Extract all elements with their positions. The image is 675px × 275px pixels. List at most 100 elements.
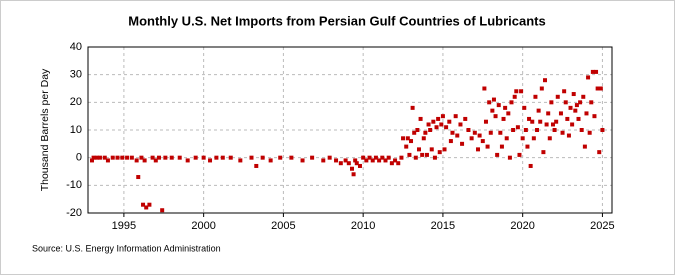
point xyxy=(353,158,358,163)
point xyxy=(498,130,503,135)
point xyxy=(579,128,584,132)
point xyxy=(448,139,453,144)
point xyxy=(525,144,530,149)
point xyxy=(361,155,366,160)
point xyxy=(512,94,517,99)
point xyxy=(490,108,495,113)
point xyxy=(533,94,538,99)
point xyxy=(444,125,449,130)
point xyxy=(565,116,570,121)
point xyxy=(153,158,158,163)
point xyxy=(600,128,605,132)
point xyxy=(91,155,96,160)
point xyxy=(469,136,474,141)
point xyxy=(570,122,575,127)
point xyxy=(592,114,597,119)
point xyxy=(129,155,134,160)
x-tick-label: 2020 xyxy=(510,220,534,232)
point xyxy=(463,116,468,121)
point xyxy=(539,86,544,91)
point xyxy=(519,89,524,94)
point xyxy=(589,100,594,105)
point xyxy=(437,150,442,155)
point xyxy=(418,116,423,121)
point xyxy=(338,161,343,166)
point xyxy=(214,155,219,160)
point xyxy=(590,69,595,74)
point xyxy=(574,103,579,108)
point xyxy=(436,116,441,121)
point xyxy=(460,141,465,146)
point xyxy=(424,152,429,157)
point xyxy=(549,100,554,105)
point xyxy=(543,78,548,83)
point xyxy=(405,136,410,141)
point xyxy=(249,155,254,160)
point xyxy=(393,158,398,163)
point xyxy=(354,161,359,166)
point xyxy=(528,163,533,168)
point xyxy=(476,147,481,152)
x-tick-label: 2015 xyxy=(431,220,455,232)
point xyxy=(546,111,551,116)
x-tick-label: 2025 xyxy=(590,220,614,232)
point xyxy=(415,128,420,132)
point xyxy=(440,114,445,119)
point xyxy=(396,161,401,166)
point xyxy=(506,111,511,116)
point xyxy=(367,155,372,160)
point xyxy=(94,155,99,160)
point xyxy=(560,130,565,135)
point xyxy=(566,133,571,138)
point xyxy=(412,130,417,135)
point xyxy=(487,100,492,105)
point xyxy=(552,128,557,132)
point xyxy=(401,136,406,141)
point xyxy=(110,155,115,160)
point xyxy=(228,155,233,160)
y-tick-label: 30 xyxy=(70,69,82,81)
point xyxy=(587,130,592,135)
point xyxy=(177,155,182,160)
point xyxy=(399,155,404,160)
point xyxy=(89,158,94,163)
point xyxy=(102,155,107,160)
point xyxy=(125,155,130,160)
point xyxy=(531,136,536,141)
point xyxy=(431,119,436,124)
point xyxy=(482,86,487,91)
point xyxy=(541,150,546,155)
point xyxy=(370,158,375,163)
point xyxy=(555,94,560,99)
point xyxy=(220,155,225,160)
plot-border xyxy=(87,46,613,214)
point xyxy=(511,128,516,132)
y-tick-label: 0 xyxy=(76,152,82,164)
point xyxy=(147,202,152,207)
source: Source: U.S. Energy Information Administ… xyxy=(32,243,221,253)
point xyxy=(357,163,362,168)
point xyxy=(334,158,339,163)
point xyxy=(377,158,382,163)
point xyxy=(517,152,522,157)
point xyxy=(536,108,541,113)
point xyxy=(573,108,578,113)
chart-title: Monthly U.S. Net Imports from Persian Gu… xyxy=(128,13,545,28)
x-tick-label: 2005 xyxy=(271,220,295,232)
x-tick-label: 1995 xyxy=(112,220,136,232)
point xyxy=(163,155,168,160)
point xyxy=(496,103,501,108)
point xyxy=(568,105,573,110)
point xyxy=(563,100,568,105)
point xyxy=(578,100,583,105)
point xyxy=(550,122,555,127)
point xyxy=(139,155,144,160)
point xyxy=(404,144,409,149)
point xyxy=(480,139,485,144)
point xyxy=(581,94,586,99)
point xyxy=(428,128,433,132)
point xyxy=(185,158,190,163)
point xyxy=(150,155,155,160)
point xyxy=(453,114,458,119)
point xyxy=(503,105,508,110)
